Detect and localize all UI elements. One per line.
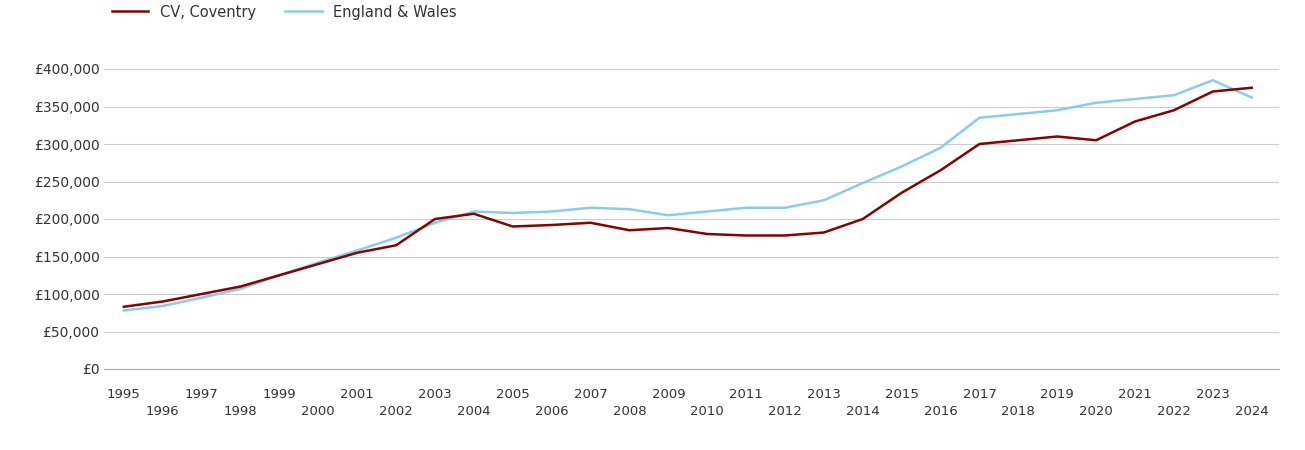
CV, Coventry [1128, 119, 1143, 124]
England & Wales [660, 212, 676, 218]
Text: 2010: 2010 [690, 405, 724, 418]
CV, Coventry [778, 233, 793, 238]
Text: 2011: 2011 [729, 388, 763, 401]
England & Wales [311, 260, 326, 265]
England & Wales [1205, 77, 1220, 83]
England & Wales [583, 205, 599, 211]
England & Wales [972, 115, 988, 121]
Text: 2003: 2003 [418, 388, 452, 401]
CV, Coventry [155, 299, 171, 304]
England & Wales [271, 273, 287, 278]
Line: England & Wales: England & Wales [124, 80, 1251, 310]
Text: 2012: 2012 [769, 405, 803, 418]
CV, Coventry [933, 167, 949, 173]
England & Wales [816, 198, 831, 203]
Text: 2006: 2006 [535, 405, 569, 418]
CV, Coventry [699, 231, 715, 237]
England & Wales [116, 308, 132, 313]
CV, Coventry [855, 216, 870, 222]
England & Wales [739, 205, 754, 211]
CV, Coventry [544, 222, 560, 228]
CV, Coventry [972, 141, 988, 147]
Text: 2007: 2007 [574, 388, 607, 401]
CV, Coventry [194, 291, 210, 297]
Text: 2015: 2015 [885, 388, 919, 401]
CV, Coventry [271, 273, 287, 278]
England & Wales [778, 205, 793, 211]
CV, Coventry [1049, 134, 1065, 139]
Text: 2001: 2001 [341, 388, 375, 401]
England & Wales [699, 209, 715, 214]
England & Wales [1167, 93, 1182, 98]
England & Wales [1244, 95, 1259, 100]
Text: 2021: 2021 [1118, 388, 1152, 401]
England & Wales [505, 210, 521, 216]
CV, Coventry [232, 284, 248, 289]
England & Wales [427, 220, 442, 225]
CV, Coventry [1088, 138, 1104, 143]
CV, Coventry [311, 261, 326, 267]
CV, Coventry [816, 230, 831, 235]
CV, Coventry [389, 243, 405, 248]
CV, Coventry [1244, 85, 1259, 90]
England & Wales [894, 164, 910, 169]
CV, Coventry [1010, 138, 1026, 143]
England & Wales [1049, 108, 1065, 113]
England & Wales [933, 145, 949, 150]
England & Wales [232, 286, 248, 292]
CV, Coventry [427, 216, 442, 222]
England & Wales [389, 235, 405, 240]
CV, Coventry [894, 190, 910, 195]
England & Wales [1010, 111, 1026, 117]
CV, Coventry [660, 225, 676, 231]
Text: 1997: 1997 [185, 388, 218, 401]
CV, Coventry [1167, 108, 1182, 113]
Text: 2016: 2016 [924, 405, 958, 418]
Text: 2013: 2013 [806, 388, 840, 401]
Text: 1996: 1996 [146, 405, 180, 418]
Text: 2017: 2017 [963, 388, 997, 401]
Text: 2020: 2020 [1079, 405, 1113, 418]
CV, Coventry [505, 224, 521, 229]
England & Wales [621, 207, 637, 212]
England & Wales [1088, 100, 1104, 105]
Text: 2019: 2019 [1040, 388, 1074, 401]
Text: 2000: 2000 [301, 405, 335, 418]
Text: 2002: 2002 [380, 405, 412, 418]
Text: 2022: 2022 [1158, 405, 1191, 418]
Text: 2014: 2014 [846, 405, 880, 418]
England & Wales [855, 180, 870, 186]
CV, Coventry [739, 233, 754, 238]
Text: 1995: 1995 [107, 388, 141, 401]
Legend: CV, Coventry, England & Wales: CV, Coventry, England & Wales [112, 4, 457, 20]
CV, Coventry [116, 304, 132, 310]
Text: 2024: 2024 [1235, 405, 1268, 418]
Text: 2008: 2008 [612, 405, 646, 418]
CV, Coventry [1205, 89, 1220, 94]
CV, Coventry [583, 220, 599, 225]
Text: 2004: 2004 [457, 405, 491, 418]
CV, Coventry [621, 228, 637, 233]
Text: 1999: 1999 [262, 388, 296, 401]
Text: 2018: 2018 [1001, 405, 1035, 418]
Text: 1998: 1998 [223, 405, 257, 418]
England & Wales [194, 295, 210, 301]
Line: CV, Coventry: CV, Coventry [124, 88, 1251, 307]
England & Wales [155, 303, 171, 309]
CV, Coventry [466, 211, 482, 216]
Text: 2009: 2009 [651, 388, 685, 401]
England & Wales [350, 248, 365, 253]
England & Wales [1128, 96, 1143, 102]
Text: 2005: 2005 [496, 388, 530, 401]
England & Wales [544, 209, 560, 214]
CV, Coventry [350, 250, 365, 256]
England & Wales [466, 209, 482, 214]
Text: 2023: 2023 [1195, 388, 1229, 401]
